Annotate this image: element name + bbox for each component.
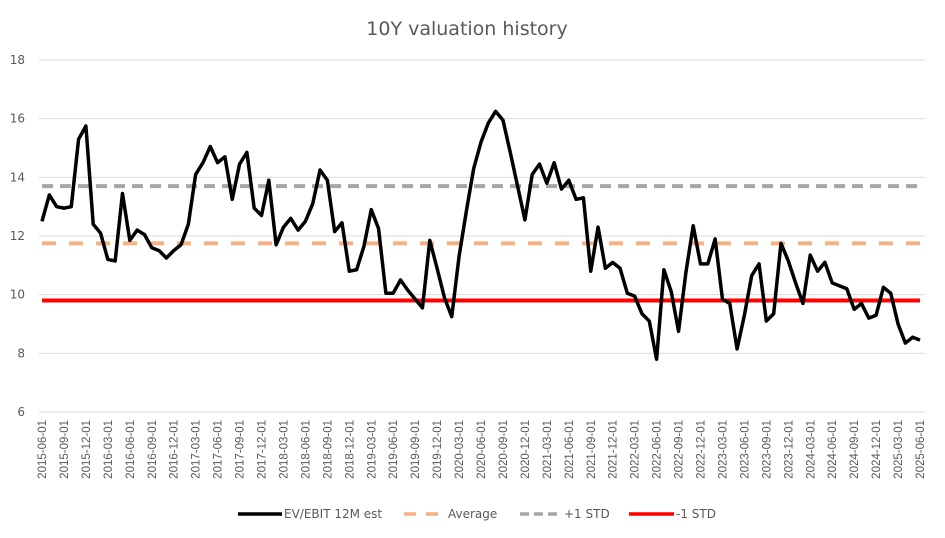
- y-tick-label: 12: [10, 229, 25, 243]
- y-tick-label: 14: [10, 170, 25, 184]
- x-tick-label: 2015-06-01: [37, 420, 49, 479]
- series-line-ev-ebit: [40, 109, 921, 361]
- x-tick-label: 2022-06-01: [652, 420, 664, 479]
- gridlines: [39, 59, 925, 413]
- x-tick-label: 2017-03-01: [191, 420, 203, 479]
- x-tick-label: 2024-03-01: [805, 420, 817, 479]
- x-tick-label: 2018-12-01: [344, 420, 356, 479]
- legend-item-average: Average: [404, 507, 497, 521]
- x-tick-label: 2025-06-01: [915, 420, 927, 479]
- x-tick-label: 2019-09-01: [410, 420, 422, 479]
- x-tick-label: 2017-06-01: [213, 420, 225, 479]
- legend-label: +1 STD: [564, 507, 610, 521]
- x-tick-label: 2020-09-01: [498, 420, 510, 479]
- y-tick-label: 8: [17, 346, 25, 360]
- x-tick-label: 2023-06-01: [739, 420, 751, 479]
- main-series: [40, 109, 921, 361]
- y-tick-label: 10: [10, 288, 25, 302]
- y-axis-ticks: 6 8 10 12 14 16 18: [10, 53, 25, 419]
- x-tick-label: 2022-12-01: [696, 420, 708, 479]
- legend-label: -1 STD: [676, 507, 716, 521]
- x-tick-label: 2025-03-01: [893, 420, 905, 479]
- x-tick-label: 2024-12-01: [871, 420, 883, 479]
- x-tick-label: 2020-06-01: [476, 420, 488, 479]
- x-tick-label: 2020-12-01: [520, 420, 532, 479]
- x-tick-label: 2019-03-01: [366, 420, 378, 479]
- x-tick-label: 2017-12-01: [257, 420, 269, 479]
- x-tick-label: 2022-09-01: [674, 420, 686, 479]
- x-tick-label: 2018-06-01: [300, 420, 312, 479]
- x-tick-label: 2017-09-01: [235, 420, 247, 479]
- x-tick-label: 2023-03-01: [717, 420, 729, 479]
- x-tick-label: 2015-12-01: [81, 420, 93, 479]
- y-tick-label: 18: [10, 53, 25, 67]
- x-tick-label: 2024-06-01: [827, 420, 839, 479]
- x-tick-label: 2019-12-01: [432, 420, 444, 479]
- x-tick-label: 2019-06-01: [388, 420, 400, 479]
- reference-lines: [42, 184, 920, 303]
- x-tick-label: 2016-03-01: [103, 420, 115, 479]
- x-tick-label: 2015-09-01: [59, 420, 71, 479]
- x-tick-label: 2021-12-01: [608, 420, 620, 479]
- x-tick-label: 2021-03-01: [542, 420, 554, 479]
- x-tick-label: 2018-03-01: [278, 420, 290, 479]
- legend-label: EV/EBIT 12M est: [284, 507, 382, 521]
- x-tick-label: 2021-09-01: [586, 420, 598, 479]
- x-tick-label: 2021-06-01: [564, 420, 576, 479]
- x-tick-label: 2018-09-01: [322, 420, 334, 479]
- x-tick-label: 2016-12-01: [169, 420, 181, 479]
- x-tick-label: 2023-09-01: [761, 420, 773, 479]
- legend-label: Average: [448, 507, 497, 521]
- y-tick-label: 16: [10, 112, 25, 126]
- legend-item-1-std: +1 STD: [520, 507, 610, 521]
- x-axis-ticks: 2015-06-01 2015-09-01 2015-12-01 2016-03-01…: [37, 420, 927, 479]
- chart-title: 10Y valuation history: [366, 18, 567, 40]
- x-tick-label: 2023-12-01: [783, 420, 795, 479]
- legend: EV/EBIT 12M est Average +1 STD -1 STD: [238, 507, 716, 521]
- y-tick-label: 6: [17, 405, 25, 419]
- x-tick-label: 2024-09-01: [849, 420, 861, 479]
- legend-item-1-std: -1 STD: [629, 507, 716, 521]
- x-tick-label: 2022-03-01: [630, 420, 642, 479]
- x-tick-label: 2016-06-01: [125, 420, 137, 479]
- legend-item-ev-ebit-12m-est: EV/EBIT 12M est: [238, 507, 382, 521]
- x-tick-label: 2020-03-01: [454, 420, 466, 479]
- x-tick-label: 2016-09-01: [147, 420, 159, 479]
